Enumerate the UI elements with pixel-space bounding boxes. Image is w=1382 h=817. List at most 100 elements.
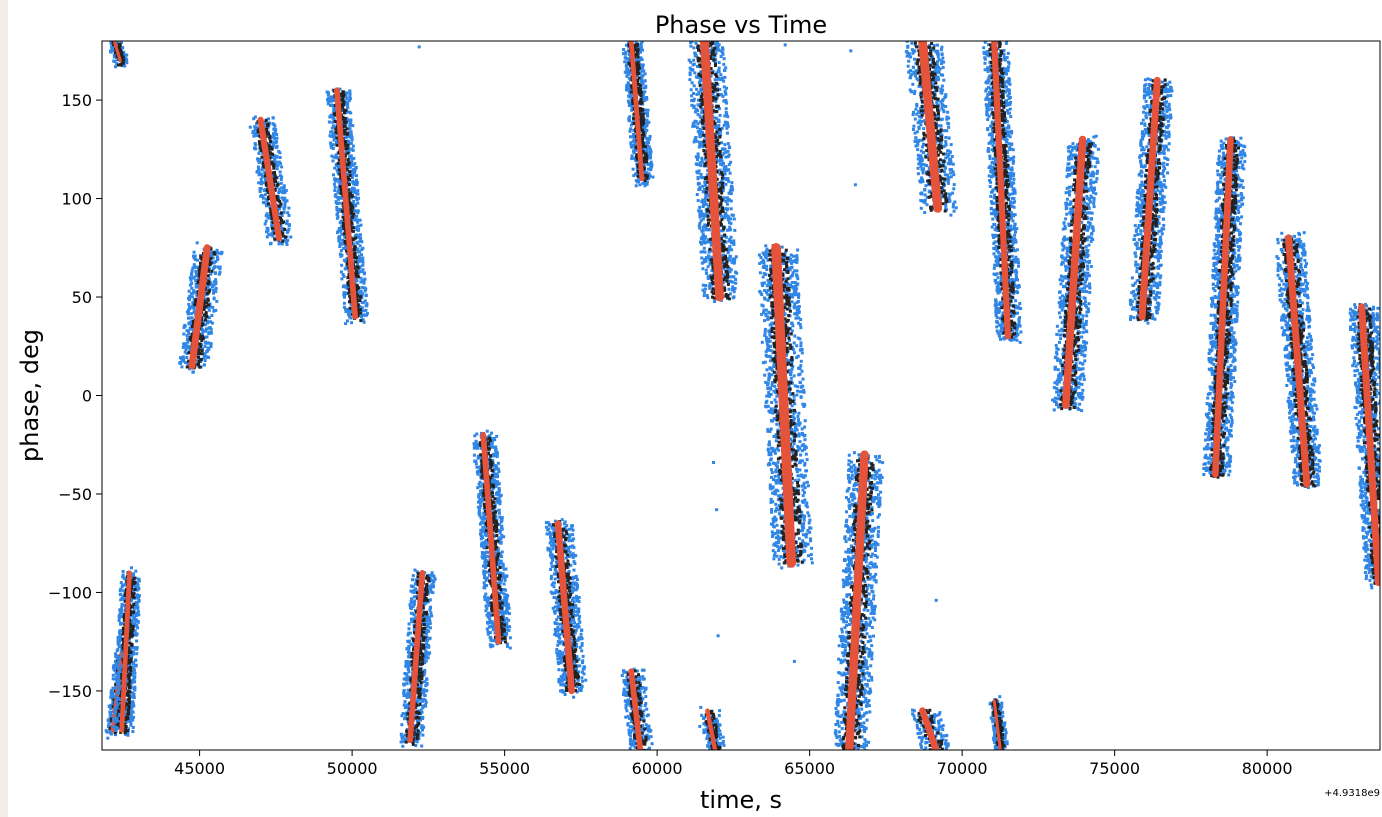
data-point	[136, 620, 140, 624]
data-point	[279, 216, 282, 220]
data-point	[191, 291, 195, 295]
data-point	[409, 589, 413, 593]
data-point	[104, 729, 108, 733]
data-point	[126, 729, 130, 733]
data-point	[427, 652, 431, 656]
data-point	[209, 256, 213, 260]
data-point	[117, 680, 121, 684]
data-point	[129, 721, 133, 725]
data-point	[482, 541, 486, 545]
data-point	[503, 578, 507, 582]
data-point	[481, 535, 484, 539]
data-point	[188, 326, 192, 330]
data-point	[109, 692, 113, 696]
data-point	[267, 117, 270, 121]
data-point	[406, 633, 410, 637]
data-point	[189, 292, 193, 296]
data-point	[423, 698, 427, 702]
data-point	[204, 291, 208, 295]
data-point	[326, 98, 329, 102]
data-point	[212, 296, 216, 300]
data-point	[495, 455, 499, 459]
data-point	[498, 603, 502, 607]
data-point	[405, 703, 409, 707]
data-point	[204, 323, 208, 327]
data-point	[336, 202, 339, 205]
data-point	[280, 214, 284, 218]
data-point	[348, 127, 352, 131]
data-point	[356, 241, 360, 245]
data-point	[420, 724, 424, 728]
data-point	[207, 268, 210, 272]
data-point	[501, 588, 505, 591]
data-point	[348, 215, 352, 219]
data-point	[280, 196, 284, 200]
data-point	[338, 168, 341, 172]
data-point	[113, 726, 117, 730]
data-point	[409, 617, 413, 621]
data-point	[485, 613, 489, 617]
data-point	[205, 350, 209, 354]
data-point	[345, 249, 349, 253]
data-point	[186, 316, 190, 320]
data-point	[479, 537, 483, 541]
data-point	[424, 650, 428, 654]
data-point	[207, 308, 211, 312]
data-point	[429, 626, 432, 630]
data-point	[111, 702, 115, 705]
data-point	[116, 697, 120, 700]
data-point	[498, 515, 502, 519]
data-point	[402, 682, 406, 686]
data-point	[356, 262, 359, 265]
data-point	[129, 712, 133, 716]
data-point	[405, 672, 409, 676]
data-point	[271, 230, 275, 234]
data-point	[285, 221, 288, 225]
data-point	[493, 438, 497, 442]
data-point	[418, 689, 421, 693]
data-point	[334, 156, 338, 160]
data-point	[254, 132, 258, 136]
data-point	[356, 209, 360, 213]
data-point	[118, 611, 122, 615]
data-point	[355, 287, 359, 291]
data-point	[287, 206, 291, 210]
data-point	[114, 720, 118, 724]
data-point	[256, 165, 260, 169]
data-point	[411, 740, 415, 744]
data-point	[410, 663, 414, 667]
data-point	[339, 187, 343, 191]
data-point	[216, 258, 219, 262]
data-point	[355, 290, 359, 294]
data-point	[262, 165, 266, 169]
data-point	[407, 650, 411, 654]
data-point	[504, 597, 507, 600]
data-point	[205, 335, 209, 339]
data-point	[279, 211, 283, 215]
data-point	[425, 583, 429, 587]
data-point	[501, 613, 505, 617]
data-point	[106, 736, 110, 740]
data-point	[421, 646, 425, 650]
data-point	[265, 230, 268, 234]
data-point	[488, 436, 492, 440]
data-point	[123, 577, 127, 581]
data-point	[136, 595, 140, 599]
data-point	[186, 310, 189, 314]
data-point	[116, 663, 120, 667]
data-point	[271, 145, 275, 149]
data-point	[420, 744, 424, 748]
data-point	[345, 91, 349, 95]
data-point	[286, 229, 290, 233]
data-point	[193, 254, 197, 258]
data-point	[130, 586, 133, 590]
data-point	[111, 677, 115, 681]
data-point	[348, 92, 352, 96]
data-point	[498, 571, 502, 575]
data-point	[481, 482, 485, 486]
data-point	[274, 128, 278, 132]
data-point	[426, 656, 430, 660]
data-point	[400, 737, 404, 741]
data-point	[338, 185, 342, 189]
data-point	[404, 740, 408, 744]
